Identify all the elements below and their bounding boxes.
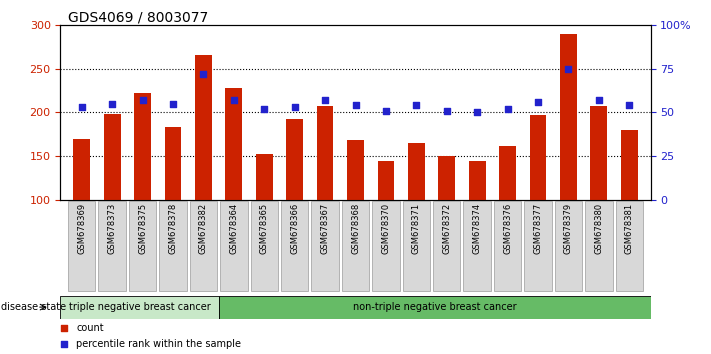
FancyBboxPatch shape	[555, 201, 582, 291]
Bar	[378, 161, 395, 200]
Text: disease state: disease state	[1, 302, 66, 312]
Text: GSM678367: GSM678367	[321, 203, 330, 254]
Text: non-triple negative breast cancer: non-triple negative breast cancer	[353, 302, 516, 312]
Bar	[560, 34, 577, 200]
Point	[350, 103, 361, 108]
Bar	[165, 127, 181, 200]
Bar	[316, 106, 333, 200]
Point	[624, 103, 635, 108]
Point	[259, 106, 270, 112]
FancyBboxPatch shape	[159, 201, 187, 291]
FancyBboxPatch shape	[281, 201, 309, 291]
Point	[533, 99, 544, 105]
Text: count: count	[77, 323, 104, 333]
Point	[264, 278, 276, 284]
Text: GSM678379: GSM678379	[564, 203, 573, 254]
Text: GSM678365: GSM678365	[260, 203, 269, 254]
FancyBboxPatch shape	[342, 201, 369, 291]
Bar	[195, 56, 212, 200]
FancyBboxPatch shape	[250, 201, 278, 291]
Point	[198, 71, 209, 77]
FancyBboxPatch shape	[524, 201, 552, 291]
Point	[228, 97, 240, 103]
FancyBboxPatch shape	[190, 201, 217, 291]
Point	[471, 110, 483, 115]
FancyBboxPatch shape	[464, 201, 491, 291]
Text: GSM678375: GSM678375	[138, 203, 147, 254]
Text: GSM678377: GSM678377	[533, 203, 542, 254]
FancyBboxPatch shape	[68, 201, 95, 291]
FancyBboxPatch shape	[616, 201, 643, 291]
Text: GSM678372: GSM678372	[442, 203, 451, 254]
Point	[502, 106, 513, 112]
Bar	[439, 156, 455, 200]
Bar	[104, 114, 120, 200]
Text: GDS4069 / 8003077: GDS4069 / 8003077	[68, 11, 208, 25]
Text: GSM678380: GSM678380	[594, 203, 604, 254]
FancyBboxPatch shape	[98, 201, 126, 291]
Text: GSM678366: GSM678366	[290, 203, 299, 254]
Point	[562, 66, 574, 72]
Point	[76, 104, 87, 110]
Text: GSM678373: GSM678373	[107, 203, 117, 254]
Point	[167, 101, 178, 107]
Text: GSM678370: GSM678370	[381, 203, 390, 254]
Text: GSM678374: GSM678374	[473, 203, 481, 254]
Point	[137, 97, 149, 103]
Point	[441, 108, 452, 114]
FancyBboxPatch shape	[373, 201, 400, 291]
Point	[264, 127, 276, 133]
Bar	[287, 119, 303, 200]
FancyBboxPatch shape	[220, 201, 247, 291]
Point	[593, 97, 604, 103]
Bar	[73, 139, 90, 200]
Bar	[621, 130, 638, 200]
Bar	[591, 106, 607, 200]
FancyBboxPatch shape	[129, 201, 156, 291]
Text: GSM678382: GSM678382	[199, 203, 208, 254]
FancyBboxPatch shape	[218, 296, 651, 319]
FancyBboxPatch shape	[585, 201, 613, 291]
Text: GSM678368: GSM678368	[351, 203, 360, 254]
Bar	[225, 88, 242, 200]
Bar	[347, 141, 364, 200]
Point	[411, 103, 422, 108]
Text: GSM678381: GSM678381	[625, 203, 634, 254]
Text: GSM678376: GSM678376	[503, 203, 512, 254]
Bar	[499, 146, 516, 200]
Bar	[408, 143, 424, 200]
Point	[107, 101, 118, 107]
Text: GSM678378: GSM678378	[169, 203, 178, 254]
FancyBboxPatch shape	[402, 201, 430, 291]
Text: percentile rank within the sample: percentile rank within the sample	[77, 339, 242, 349]
Bar	[256, 154, 272, 200]
FancyBboxPatch shape	[60, 296, 218, 319]
FancyBboxPatch shape	[311, 201, 338, 291]
Point	[319, 97, 331, 103]
Text: GSM678364: GSM678364	[230, 203, 238, 254]
Bar	[530, 115, 546, 200]
FancyBboxPatch shape	[433, 201, 461, 291]
Point	[380, 108, 392, 114]
Text: GSM678371: GSM678371	[412, 203, 421, 254]
Text: triple negative breast cancer: triple negative breast cancer	[69, 302, 210, 312]
Bar	[469, 161, 486, 200]
Point	[289, 104, 300, 110]
FancyBboxPatch shape	[494, 201, 521, 291]
Text: GSM678369: GSM678369	[77, 203, 86, 254]
Bar	[134, 93, 151, 200]
